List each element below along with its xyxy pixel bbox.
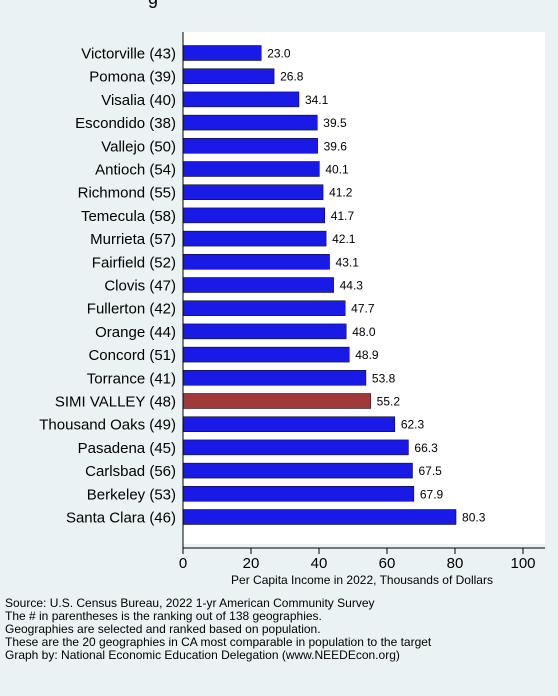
x-axis-ticks: 0 20 40 60 80 100 [179, 548, 536, 572]
bar [182, 486, 415, 502]
selection-note: Geographies are selected and ranked base… [5, 622, 321, 636]
category-label: Thousand Oaks (49) [39, 417, 176, 434]
bar [182, 138, 318, 154]
value-label: 42.1 [332, 232, 356, 246]
x-tick-label: 60 [379, 555, 396, 572]
category-label: Antioch (54) [95, 162, 176, 179]
category-label: Santa Clara (46) [66, 510, 176, 527]
value-label: 67.9 [420, 487, 444, 501]
value-label: 43.1 [336, 255, 360, 269]
bar [182, 45, 262, 61]
value-label: 62.3 [401, 418, 425, 432]
category-label: Orange (44) [95, 324, 176, 341]
bar [182, 439, 409, 456]
category-label: Vallejo (50) [101, 138, 176, 155]
value-label: 41.7 [331, 209, 355, 223]
category-label: Richmond (55) [78, 185, 176, 202]
bar [182, 509, 457, 525]
category-label: Murrieta (57) [90, 231, 176, 248]
category-label: Pasadena (45) [78, 440, 176, 457]
bar [182, 323, 347, 340]
x-tick-label: 40 [311, 555, 328, 572]
category-label: Temecula (58) [81, 208, 176, 225]
credit-line: Graph by: National Economic Education De… [5, 648, 400, 662]
category-label: Visalia (40) [101, 92, 176, 109]
x-axis-label: Per Capita Income in 2022, Thousands of … [231, 573, 493, 587]
x-tick-label: 100 [510, 555, 535, 572]
category-label: Victorville (43) [81, 46, 176, 63]
value-label: 48.0 [352, 325, 376, 339]
comparison-note: These are the 20 geographies in CA most … [5, 635, 432, 649]
category-label: Clovis (47) [104, 278, 176, 295]
category-label: Pomona (39) [89, 69, 176, 86]
x-tick-label: 20 [243, 555, 260, 572]
value-label: 41.2 [329, 186, 353, 200]
bar [182, 300, 346, 316]
value-label: 26.8 [280, 70, 304, 84]
bar [182, 230, 327, 247]
bar [182, 416, 396, 432]
x-tick-label: 80 [447, 555, 464, 572]
value-labels: 23.0 26.834.1 39.5 39.6 40.1 41.2 41.7 42.1 43.1… [267, 47, 486, 525]
bar [182, 462, 413, 479]
category-labels: Victorville (43) Pomona (39) Visalia (40) E… [39, 46, 176, 527]
source-notes: Source: U.S. Census Bureau, 2022 1-yr Am… [5, 597, 431, 662]
bar [182, 370, 367, 386]
bar [182, 184, 324, 200]
bar [182, 346, 350, 363]
value-label: 23.0 [267, 47, 291, 61]
bar [182, 161, 320, 177]
bar [182, 207, 326, 224]
bar [182, 254, 330, 270]
value-label: 80.3 [462, 511, 486, 525]
ranking-note: The # in parentheses is the ranking out … [5, 609, 322, 623]
value-label: 53.8 [372, 371, 396, 385]
source-line: Source: U.S. Census Bureau, 2022 1-yr Am… [5, 596, 375, 610]
category-label: Carlsbad (56) [85, 463, 176, 480]
value-label: 40.1 [325, 163, 349, 177]
category-label: Escondido (38) [75, 115, 176, 132]
value-label: 39.6 [324, 139, 348, 153]
category-label: Berkeley (53) [87, 486, 176, 503]
value-label: 67.5 [419, 464, 443, 478]
bar [182, 277, 334, 293]
x-tick-label: 0 [179, 555, 187, 572]
value-label: 39.5 [323, 116, 347, 130]
bar [182, 91, 300, 108]
category-label: Fullerton (42) [87, 301, 176, 318]
bar [182, 114, 318, 131]
value-label: 66.3 [414, 441, 438, 455]
value-label: 48.9 [355, 348, 379, 362]
category-label: Torrance (41) [87, 370, 176, 387]
category-label: Fairfield (52) [92, 254, 176, 271]
bar [182, 393, 371, 409]
chart-title-fragment: g [148, 0, 158, 8]
category-label: Concord (51) [88, 347, 176, 364]
category-label: SIMI VALLEY (48) [55, 394, 176, 411]
value-label: 44.3 [340, 279, 364, 293]
bar [182, 68, 275, 84]
value-label: 47.7 [351, 302, 375, 316]
value-label: 55.2 [377, 395, 401, 409]
value-label: 34.1 [305, 93, 329, 107]
